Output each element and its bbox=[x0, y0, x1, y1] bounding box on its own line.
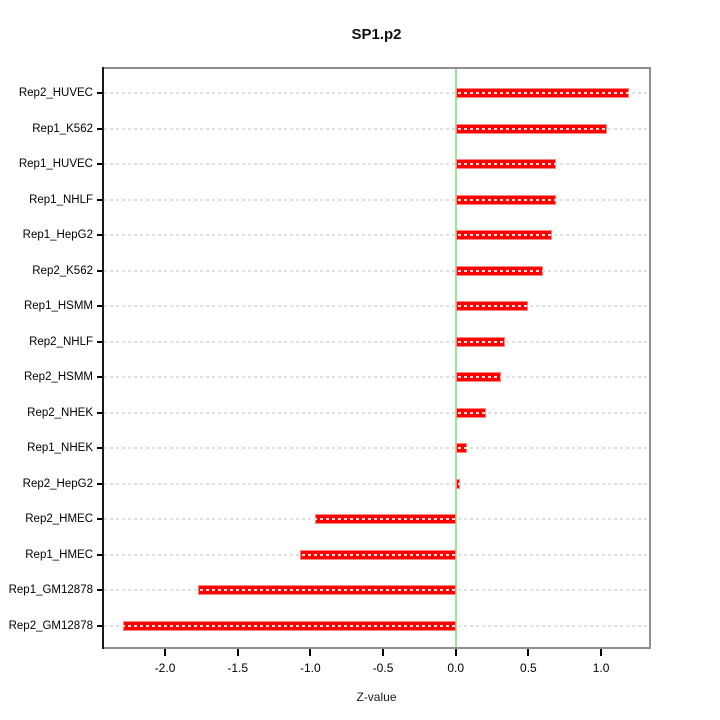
y-axis-label-Rep2_NHLF: Rep2_NHLF bbox=[29, 335, 93, 348]
y-axis-tick bbox=[97, 518, 104, 521]
y-axis-tick bbox=[97, 127, 104, 130]
y-axis-tick bbox=[97, 482, 104, 485]
y-axis-tick bbox=[97, 269, 104, 272]
x-axis-tick bbox=[527, 649, 530, 656]
y-axis-label-Rep2_NHEK: Rep2_NHEK bbox=[27, 406, 93, 419]
x-axis-tick bbox=[164, 649, 167, 656]
x-tick-label: 0.0 bbox=[447, 661, 465, 675]
grid-line bbox=[104, 624, 649, 627]
y-axis-tick bbox=[97, 447, 104, 450]
y-axis-tick bbox=[97, 305, 104, 308]
y-axis-tick bbox=[97, 624, 104, 627]
y-axis-tick bbox=[97, 92, 104, 94]
y-axis-label-Rep1_NHEK: Rep1_NHEK bbox=[27, 442, 93, 455]
zero-reference-line bbox=[454, 69, 457, 647]
x-axis-tick bbox=[236, 649, 239, 656]
y-axis-tick bbox=[97, 340, 104, 343]
grid-line bbox=[104, 234, 649, 237]
grid-line bbox=[104, 305, 649, 308]
y-axis-label-Rep1_HUVEC: Rep1_HUVEC bbox=[18, 158, 93, 171]
x-axis-tick bbox=[382, 649, 385, 656]
y-axis-label-Rep1_HSMM: Rep1_HSMM bbox=[23, 300, 93, 313]
grid-line bbox=[104, 482, 649, 485]
y-axis-label-Rep1_NHLF: Rep1_NHLF bbox=[29, 193, 93, 206]
x-tick-label: -0.5 bbox=[372, 661, 394, 675]
y-axis-tick bbox=[97, 198, 104, 201]
x-axis-tick bbox=[600, 649, 603, 656]
x-axis-title: Z-value bbox=[356, 690, 397, 704]
y-axis-tick bbox=[97, 376, 104, 379]
grid-line bbox=[104, 127, 649, 130]
y-axis-label-Rep1_K562: Rep1_K562 bbox=[32, 122, 93, 135]
grid-line bbox=[104, 269, 649, 272]
x-tick-label: -1.0 bbox=[300, 661, 321, 675]
y-axis-label-Rep2_HMEC: Rep2_HMEC bbox=[25, 513, 93, 526]
y-axis-tick bbox=[97, 234, 104, 237]
grid-line bbox=[104, 589, 649, 592]
y-axis-line bbox=[102, 67, 104, 649]
y-axis-label-Rep2_GM12878: Rep2_GM12878 bbox=[8, 619, 93, 632]
y-axis-label-Rep2_K562: Rep2_K562 bbox=[32, 264, 93, 277]
x-tick-label: 1.0 bbox=[592, 661, 610, 675]
y-axis-tick bbox=[97, 553, 104, 556]
grid-line bbox=[104, 447, 649, 450]
grid-line bbox=[104, 198, 649, 201]
y-axis-label-Rep2_HUVEC: Rep2_HUVEC bbox=[18, 87, 93, 99]
grid-line bbox=[104, 376, 649, 379]
grid-line bbox=[104, 553, 649, 556]
x-tick-label: -1.5 bbox=[227, 661, 249, 675]
y-axis-label-Rep2_HepG2: Rep2_HepG2 bbox=[22, 477, 93, 490]
y-axis-tick bbox=[97, 411, 104, 414]
grid-line bbox=[104, 340, 649, 343]
y-axis-tick bbox=[97, 589, 104, 592]
y-axis-tick bbox=[97, 163, 104, 166]
x-axis-tick bbox=[309, 649, 312, 656]
x-axis-tick bbox=[454, 649, 457, 656]
chart-title: SP1.p2 bbox=[351, 26, 402, 43]
plot-border bbox=[102, 67, 651, 649]
y-axis-label-Rep1_HepG2: Rep1_HepG2 bbox=[22, 229, 93, 242]
x-tick-label: -2.0 bbox=[154, 661, 176, 675]
grid-line bbox=[104, 411, 649, 414]
y-axis-label-Rep1_HMEC: Rep1_HMEC bbox=[25, 548, 93, 561]
grid-line bbox=[104, 163, 649, 166]
grid-line bbox=[104, 92, 649, 94]
x-tick-label: 0.5 bbox=[520, 661, 537, 675]
grid-line bbox=[104, 518, 649, 521]
y-axis-label-Rep2_HSMM: Rep2_HSMM bbox=[23, 371, 93, 384]
y-axis-label-Rep1_GM12878: Rep1_GM12878 bbox=[8, 584, 93, 597]
